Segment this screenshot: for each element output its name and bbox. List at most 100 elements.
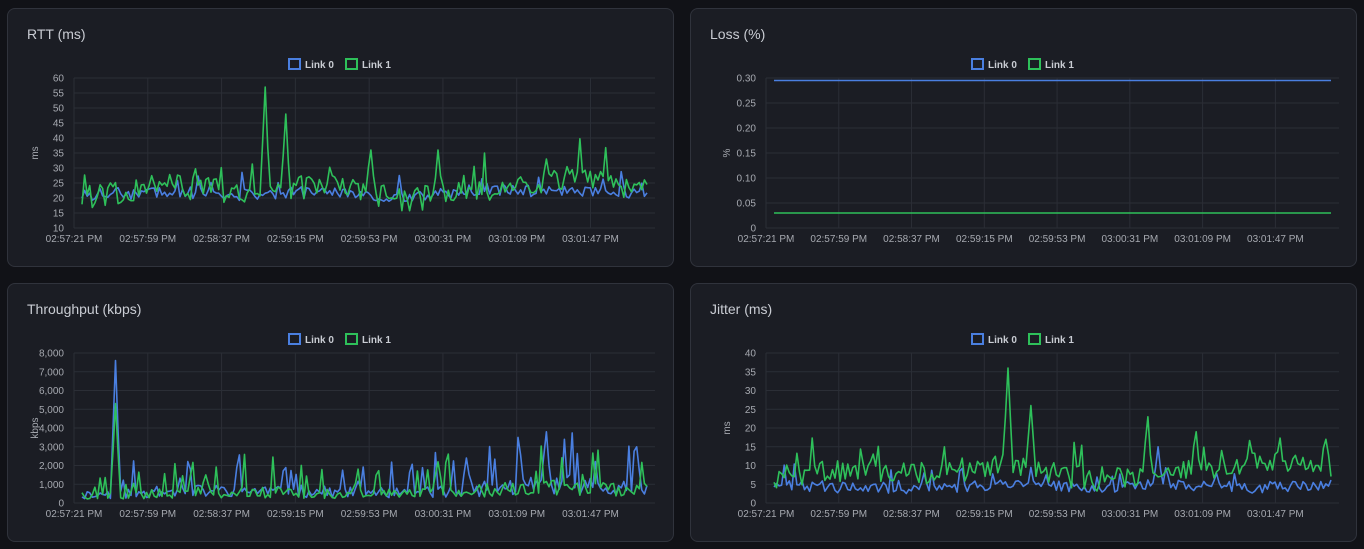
jitter-chart: Link 0 Link 1 0 5 10 15 20 25 30 35 40 02:57:21 PM 0… <box>722 333 1339 520</box>
legend[interactable]: Link 0 Link 1 <box>288 333 391 346</box>
x-tick-label: 02:59:15 PM <box>267 234 324 245</box>
panel-title: Throughput (kbps) <box>27 301 142 317</box>
legend-swatch <box>345 333 358 345</box>
x-tick-label: 02:57:21 PM <box>46 234 103 245</box>
x-tick-label: 03:01:47 PM <box>562 509 619 520</box>
y-axis-title: ms <box>722 421 733 434</box>
x-tick-label: 03:01:47 PM <box>1247 234 1304 245</box>
legend-item-link-1[interactable]: Link 1 <box>345 333 391 346</box>
y-tick-label: 0.05 <box>737 199 757 210</box>
y-tick-label: 30 <box>745 386 757 397</box>
y-tick-label: 5 <box>750 480 756 491</box>
legend-item-link-1[interactable]: Link 1 <box>1028 58 1074 71</box>
series-line-link-1 <box>81 86 648 212</box>
legend-label: Link 0 <box>988 335 1017 346</box>
y-tick-label: 0 <box>750 224 756 235</box>
legend[interactable]: Link 0 Link 1 <box>971 58 1074 71</box>
y-tick-label: 40 <box>53 134 65 145</box>
series-line-link-0 <box>81 170 648 202</box>
x-tick-label: 03:01:09 PM <box>1174 509 1231 520</box>
series-line-link-1 <box>81 402 648 500</box>
y-axis-title: ms <box>30 146 41 159</box>
x-tick-label: 03:01:09 PM <box>1174 234 1231 245</box>
y-tick-label: 35 <box>745 367 757 378</box>
y-tick-label: 6,000 <box>39 386 64 397</box>
legend-item-link-0[interactable]: Link 0 <box>971 333 1017 346</box>
legend-item-link-1[interactable]: Link 1 <box>345 58 391 71</box>
panel-title: Jitter (ms) <box>710 301 773 317</box>
legend-label: Link 0 <box>988 60 1017 71</box>
x-tick-label: 02:59:53 PM <box>341 234 398 245</box>
x-tick-label: 02:59:53 PM <box>1029 234 1086 245</box>
y-tick-label: 35 <box>53 149 65 160</box>
throughput-chart: Link 0 Link 1 0 1,000 2,000 3,000 4,000 5,000 6,… <box>30 333 655 520</box>
legend-swatch <box>288 333 301 345</box>
legend-item-link-0[interactable]: Link 0 <box>288 58 334 71</box>
y-tick-label: 4,000 <box>39 424 64 435</box>
y-tick-label: 3,000 <box>39 442 64 453</box>
rtt-panel: RTT (ms) Link 0 Link 1 10 15 20 25 30 35 40 45 50 5… <box>7 8 674 267</box>
legend-item-link-0[interactable]: Link 0 <box>288 333 334 346</box>
x-tick-label: 02:57:59 PM <box>119 234 176 245</box>
legend-swatch <box>971 58 984 70</box>
x-tick-label: 03:00:31 PM <box>415 234 472 245</box>
loss-chart: Link 0 Link 1 0 0.05 0.10 0.15 0.20 0.25 0.30 02:… <box>722 58 1339 245</box>
x-tick-label: 02:59:15 PM <box>267 509 324 520</box>
legend-label: Link 0 <box>305 60 334 71</box>
y-tick-label: 1,000 <box>39 480 64 491</box>
y-tick-label: 0.25 <box>737 99 757 110</box>
series-line-link-0 <box>773 446 1332 495</box>
x-tick-label: 02:58:37 PM <box>193 234 250 245</box>
legend-swatch <box>971 333 984 345</box>
x-tick-label: 03:00:31 PM <box>1101 509 1158 520</box>
y-tick-label: 45 <box>53 119 65 130</box>
y-tick-label: 5,000 <box>39 405 64 416</box>
x-tick-label: 02:57:59 PM <box>810 509 867 520</box>
x-tick-label: 02:58:37 PM <box>193 509 250 520</box>
jitter-panel: Jitter (ms) Link 0 Link 1 0 5 10 15 20 25 30 35 40… <box>690 283 1357 542</box>
x-tick-label: 03:01:09 PM <box>488 234 545 245</box>
y-tick-label: 25 <box>745 405 757 416</box>
y-tick-label: 55 <box>53 89 65 100</box>
panel-title: RTT (ms) <box>27 26 86 42</box>
y-tick-label: 50 <box>53 104 65 115</box>
y-tick-label: 20 <box>745 424 757 435</box>
y-tick-label: 0 <box>58 499 64 510</box>
y-tick-label: 10 <box>53 224 65 235</box>
panel-title: Loss (%) <box>710 26 766 42</box>
y-axis-title: kbps <box>30 417 41 438</box>
x-tick-label: 02:57:59 PM <box>810 234 867 245</box>
y-tick-label: 60 <box>53 74 65 85</box>
legend-label: Link 1 <box>1045 335 1074 346</box>
legend[interactable]: Link 0 Link 1 <box>971 333 1074 346</box>
legend-label: Link 1 <box>362 335 391 346</box>
y-axis-title: % <box>722 148 733 157</box>
x-tick-label: 03:01:47 PM <box>1247 509 1304 520</box>
y-tick-label: 10 <box>745 461 757 472</box>
legend-swatch <box>288 58 301 70</box>
y-tick-label: 0.30 <box>737 74 757 85</box>
x-tick-label: 03:00:31 PM <box>1101 234 1158 245</box>
legend-label: Link 1 <box>362 60 391 71</box>
y-tick-label: 8,000 <box>39 349 64 360</box>
x-tick-label: 02:58:37 PM <box>883 234 940 245</box>
y-tick-label: 25 <box>53 179 65 190</box>
x-tick-label: 02:57:59 PM <box>119 509 176 520</box>
x-tick-label: 02:59:15 PM <box>956 234 1013 245</box>
legend-swatch <box>345 58 358 70</box>
throughput-panel: Throughput (kbps) Link 0 Link 1 0 1,000 2,00… <box>7 283 674 542</box>
legend-item-link-0[interactable]: Link 0 <box>971 58 1017 71</box>
y-tick-label: 15 <box>745 442 757 453</box>
y-tick-label: 0 <box>750 499 756 510</box>
legend-label: Link 1 <box>1045 60 1074 71</box>
x-tick-label: 02:57:21 PM <box>46 509 103 520</box>
legend-swatch <box>1028 333 1041 345</box>
legend[interactable]: Link 0 Link 1 <box>288 58 391 71</box>
y-tick-label: 0.15 <box>737 149 757 160</box>
rtt-chart: Link 0 Link 1 10 15 20 25 30 35 40 45 50 55 60 02:57:… <box>30 58 655 245</box>
legend-item-link-1[interactable]: Link 1 <box>1028 333 1074 346</box>
y-tick-label: 40 <box>745 349 757 360</box>
y-tick-label: 0.10 <box>737 174 757 185</box>
y-tick-label: 2,000 <box>39 461 64 472</box>
y-tick-label: 20 <box>53 194 65 205</box>
